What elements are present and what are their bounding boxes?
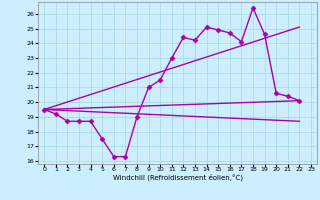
- X-axis label: Windchill (Refroidissement éolien,°C): Windchill (Refroidissement éolien,°C): [113, 173, 243, 181]
